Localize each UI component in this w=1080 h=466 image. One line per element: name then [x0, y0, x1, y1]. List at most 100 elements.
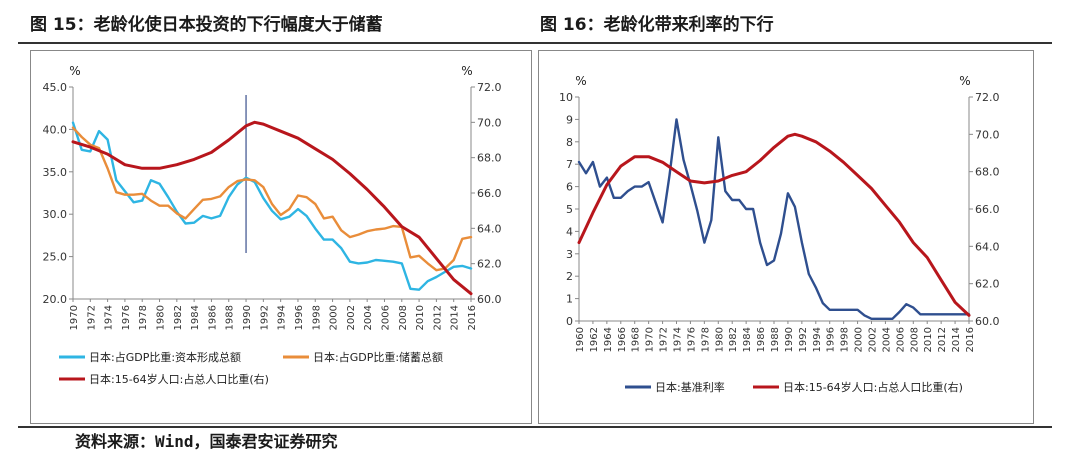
- right-x-tick-label: 1990: [784, 327, 795, 352]
- right-x-tick-label: 1976: [686, 327, 697, 352]
- left-legend-label-0: 日本:占GDP比重:资本形成总额: [89, 350, 241, 364]
- right-x-tick-label: 1964: [603, 327, 614, 352]
- left-x-tick-label: 1998: [311, 305, 322, 330]
- left-chart-title: 图 15：老龄化使日本投资的下行幅度大于储蓄: [30, 10, 383, 35]
- right-right-tick-label: 60.0: [975, 315, 1000, 328]
- right-x-tick-label: 1972: [659, 327, 670, 352]
- right-x-tick-label: 1974: [673, 327, 684, 352]
- left-legend-label-1: 日本:占GDP比重:储蓄总额: [313, 350, 443, 364]
- right-left-tick-label: 5: [566, 203, 573, 216]
- right-right-tick-label: 64.0: [975, 240, 1000, 253]
- right-left-tick-label: 1: [566, 293, 573, 306]
- right-left-tick-label: 7: [566, 158, 573, 171]
- right-left-tick-label: 2: [566, 270, 573, 283]
- left-x-tick-label: 1984: [190, 305, 201, 330]
- source-note: 资料来源：Wind，国泰君安证券研究: [75, 428, 338, 452]
- right-x-tick-label: 1992: [798, 327, 809, 352]
- right-chart: % % 0 1 2 3 4 5 6 7 8 9 10 60.0 62.0 64.0 66.0 68.0 70.0 72…: [539, 51, 1033, 423]
- right-x-tick-label: 2008: [909, 327, 920, 352]
- left-right-unit: %: [461, 64, 472, 78]
- left-left-tick-label: 25.0: [43, 251, 68, 264]
- right-x-tick-label: 2006: [895, 327, 906, 352]
- right-x-tick-label: 2002: [868, 327, 879, 352]
- right-x-tick-label: 1982: [728, 327, 739, 352]
- right-left-unit: %: [575, 74, 586, 88]
- left-x-tick-label: 1996: [294, 305, 305, 330]
- right-x-tick-label: 1996: [826, 327, 837, 352]
- right-right-tick-label: 72.0: [975, 91, 1000, 104]
- left-x-tick-label: 2000: [329, 305, 340, 330]
- right-x-tick-label: 2004: [881, 327, 892, 352]
- right-series-line-1: [579, 134, 969, 315]
- top-rule: [18, 42, 1052, 44]
- left-x-tick-label: 2006: [380, 305, 391, 330]
- left-left-tick-label: 30.0: [43, 208, 68, 221]
- left-chart: % % 20.0 25.0 30.0 35.0 40.0 45.0 60.0 62.0 64.0 66…: [31, 51, 531, 423]
- left-right-tick-label: 68.0: [477, 152, 502, 165]
- right-x-tick-label: 1966: [617, 327, 628, 352]
- left-x-tick-label: 1970: [69, 305, 80, 330]
- left-right-tick-label: 72.0: [477, 81, 502, 94]
- right-right-unit: %: [959, 74, 970, 88]
- left-x-tick-label: 1978: [138, 305, 149, 330]
- left-x-tick-label: 1972: [86, 305, 97, 330]
- left-left-tick-label: 35.0: [43, 166, 68, 179]
- right-left-tick-label: 10: [559, 91, 573, 104]
- right-x-tick-label: 1962: [589, 327, 600, 352]
- left-left-unit: %: [69, 64, 80, 78]
- right-x-tick-label: 1988: [770, 327, 781, 352]
- left-x-tick-label: 1976: [121, 305, 132, 330]
- right-left-tick-label: 6: [566, 181, 573, 194]
- left-x-tick-label: 1988: [225, 305, 236, 330]
- right-x-tick-label: 1978: [700, 327, 711, 352]
- right-legend-label-0: 日本:基准利率: [655, 380, 725, 394]
- right-x-tick-label: 2010: [923, 327, 934, 352]
- left-x-tick-label: 1986: [207, 305, 218, 330]
- left-x-tick-label: 1982: [173, 305, 184, 330]
- left-x-tick-label: 1994: [277, 305, 288, 330]
- left-series-line-2: [73, 122, 471, 293]
- right-right-tick-label: 68.0: [975, 166, 1000, 179]
- right-left-tick-label: 9: [566, 113, 573, 126]
- left-right-tick-label: 64.0: [477, 222, 502, 235]
- right-right-tick-label: 66.0: [975, 203, 1000, 216]
- right-x-tick-label: 1960: [575, 327, 586, 352]
- left-x-tick-label: 1974: [104, 305, 115, 330]
- right-x-tick-label: 1968: [631, 327, 642, 352]
- right-left-tick-label: 0: [566, 315, 573, 328]
- right-left-tick-label: 8: [566, 136, 573, 149]
- left-x-tick-label: 2016: [467, 305, 478, 330]
- left-series-line-1: [73, 128, 471, 271]
- right-x-tick-label: 1986: [756, 327, 767, 352]
- left-x-tick-label: 2008: [398, 305, 409, 330]
- left-x-tick-label: 2002: [346, 305, 357, 330]
- right-x-tick-label: 2016: [965, 327, 976, 352]
- left-left-tick-label: 45.0: [43, 81, 68, 94]
- left-x-tick-label: 2004: [363, 305, 374, 330]
- right-x-tick-label: 2012: [937, 327, 948, 352]
- left-x-tick-label: 2010: [415, 305, 426, 330]
- right-legend-label-1: 日本:15-64岁人口:占总人口比重(右): [783, 380, 963, 394]
- right-x-tick-label: 1984: [742, 327, 753, 352]
- left-x-tick-label: 1980: [156, 305, 167, 330]
- right-x-tick-label: 1970: [645, 327, 656, 352]
- right-x-tick-label: 1980: [714, 327, 725, 352]
- left-legend-label-2: 日本:15-64岁人口:占总人口比重(右): [89, 372, 269, 386]
- right-right-tick-label: 62.0: [975, 278, 1000, 291]
- left-right-tick-label: 60.0: [477, 293, 502, 306]
- left-right-tick-label: 70.0: [477, 116, 502, 129]
- left-x-tick-label: 2014: [450, 305, 461, 330]
- right-x-tick-label: 2000: [854, 327, 865, 352]
- left-left-tick-label: 40.0: [43, 123, 68, 136]
- left-right-tick-label: 66.0: [477, 187, 502, 200]
- left-series-line-0: [73, 123, 471, 290]
- right-chart-title: 图 16：老龄化带来利率的下行: [540, 10, 774, 35]
- right-x-tick-label: 1998: [840, 327, 851, 352]
- left-x-tick-label: 1992: [259, 305, 270, 330]
- left-x-tick-label: 2012: [432, 305, 443, 330]
- right-chart-panel: %% 0 1 2 3 4 5 6 7 8 9 10 60.0 62.0 64.0 66.0 68.0 70.0 72…: [538, 50, 1034, 424]
- left-left-tick-label: 20.0: [43, 293, 68, 306]
- left-chart-panel: %% 20.0 25.0 30.0 35.0 40.0 45.0 60.0 62.0 64.0 66…: [30, 50, 532, 424]
- left-right-tick-label: 62.0: [477, 258, 502, 271]
- right-left-tick-label: 4: [566, 225, 573, 238]
